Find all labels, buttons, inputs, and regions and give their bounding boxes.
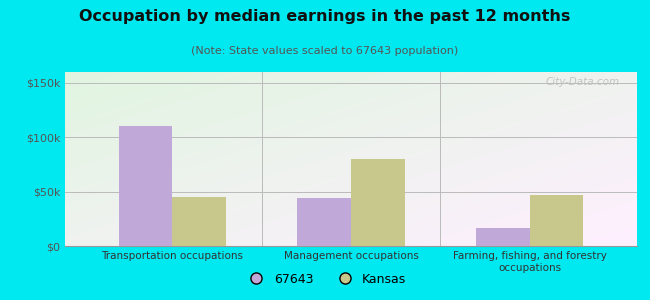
Bar	[298, 198, 351, 246]
Text: (Note: State values scaled to 67643 population): (Note: State values scaled to 67643 popu…	[191, 46, 459, 56]
Bar	[172, 197, 226, 246]
Text: Occupation by median earnings in the past 12 months: Occupation by median earnings in the pas…	[79, 9, 571, 24]
Bar	[118, 126, 172, 246]
Bar	[476, 227, 530, 246]
Bar	[530, 195, 584, 246]
Bar	[351, 159, 404, 246]
Legend: 67643, Kansas: 67643, Kansas	[239, 268, 411, 291]
Text: City-Data.com: City-Data.com	[546, 77, 620, 87]
